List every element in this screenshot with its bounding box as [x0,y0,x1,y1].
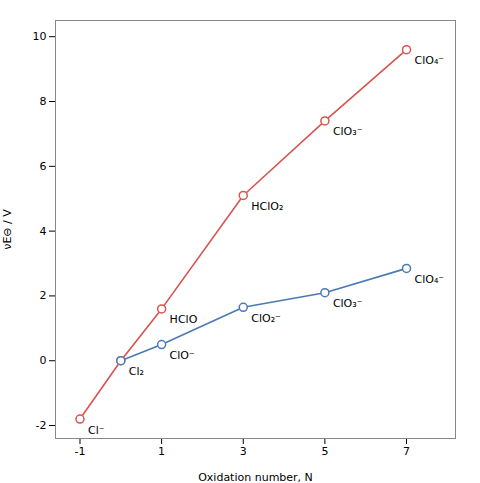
svg-text:4: 4 [40,225,47,238]
svg-text:ClO₃⁻: ClO₃⁻ [333,297,363,310]
svg-text:7: 7 [403,445,410,458]
svg-text:2: 2 [40,289,47,302]
svg-text:HClO: HClO [170,313,198,326]
svg-text:ClO₃⁻: ClO₃⁻ [333,125,363,138]
svg-text:HClO₂: HClO₂ [251,200,283,213]
svg-text:6: 6 [40,160,47,173]
svg-text:ClO⁻: ClO⁻ [170,349,195,362]
svg-text:5: 5 [321,445,328,458]
svg-text:1: 1 [158,445,165,458]
svg-text:8: 8 [40,95,47,108]
svg-text:ClO₂⁻: ClO₂⁻ [251,312,281,325]
svg-text:Oxidation number, N: Oxidation number, N [198,471,313,483]
svg-text:0: 0 [40,354,47,367]
svg-text:νE⊖ / V: νE⊖ / V [1,209,14,250]
svg-text:10: 10 [33,30,47,43]
svg-text:3: 3 [240,445,247,458]
svg-text:Cl⁻: Cl⁻ [88,424,105,437]
svg-text:-2: -2 [36,419,47,432]
svg-text:ClO₄⁻: ClO₄⁻ [415,273,445,286]
svg-text:ClO₄⁻: ClO₄⁻ [415,54,445,67]
svg-text:-1: -1 [75,445,86,458]
svg-text:Cl₂: Cl₂ [129,365,144,378]
